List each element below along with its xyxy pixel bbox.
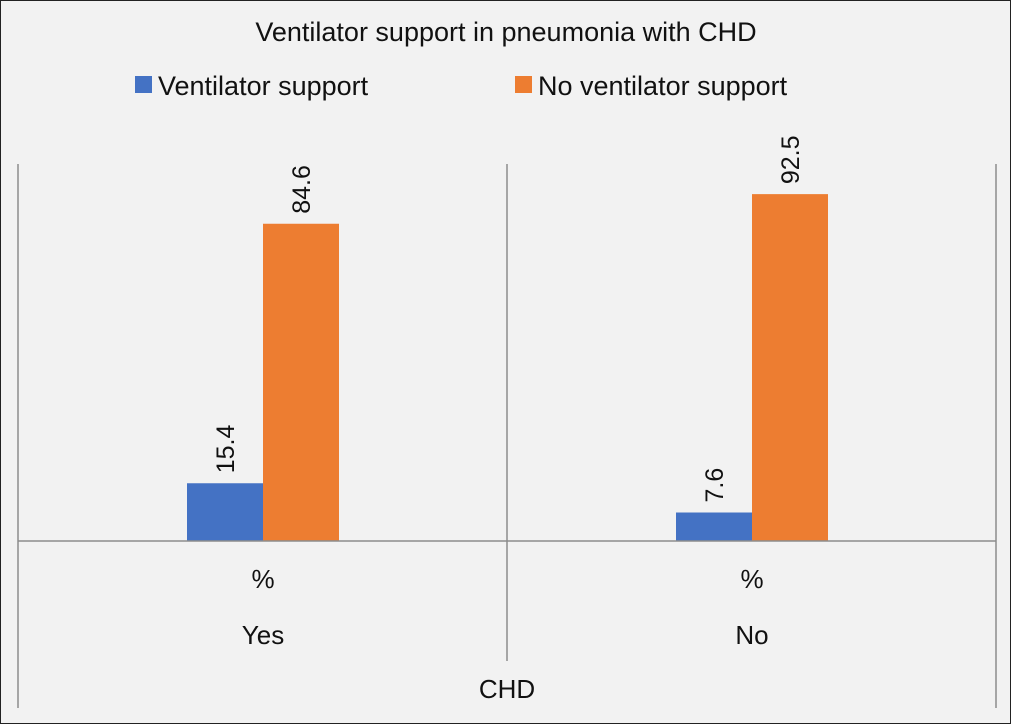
- data-label-no-ventilator-support-no: 92.5: [777, 135, 805, 184]
- tick-sub-label-yes: %: [251, 564, 274, 594]
- bar-no-ventilator-support-no: [752, 194, 828, 541]
- bar-ventilator-support-no: [676, 512, 752, 541]
- data-label-ventilator-support-no: 7.6: [701, 468, 729, 503]
- chart-title: Ventilator support in pneumonia with CHD: [255, 17, 756, 47]
- tick-sub-label-no: %: [740, 564, 763, 594]
- legend-swatch-ventilator-support: [135, 76, 152, 93]
- data-label-ventilator-support-yes: 15.4: [212, 424, 240, 473]
- bars-layer: 15.4 84.6 7.6 92.5: [187, 135, 828, 541]
- legend-label-no-ventilator-support: No ventilator support: [538, 71, 788, 101]
- data-label-no-ventilator-support-yes: 84.6: [288, 165, 316, 214]
- tick-label-yes: Yes: [242, 620, 284, 650]
- tick-label-no: No: [735, 620, 768, 650]
- bar-ventilator-support-yes: [187, 483, 263, 541]
- x-axis-title: CHD: [479, 674, 535, 704]
- bar-no-ventilator-support-yes: [263, 223, 339, 541]
- legend-swatch-no-ventilator-support: [515, 76, 532, 93]
- legend-label-ventilator-support: Ventilator support: [158, 71, 369, 101]
